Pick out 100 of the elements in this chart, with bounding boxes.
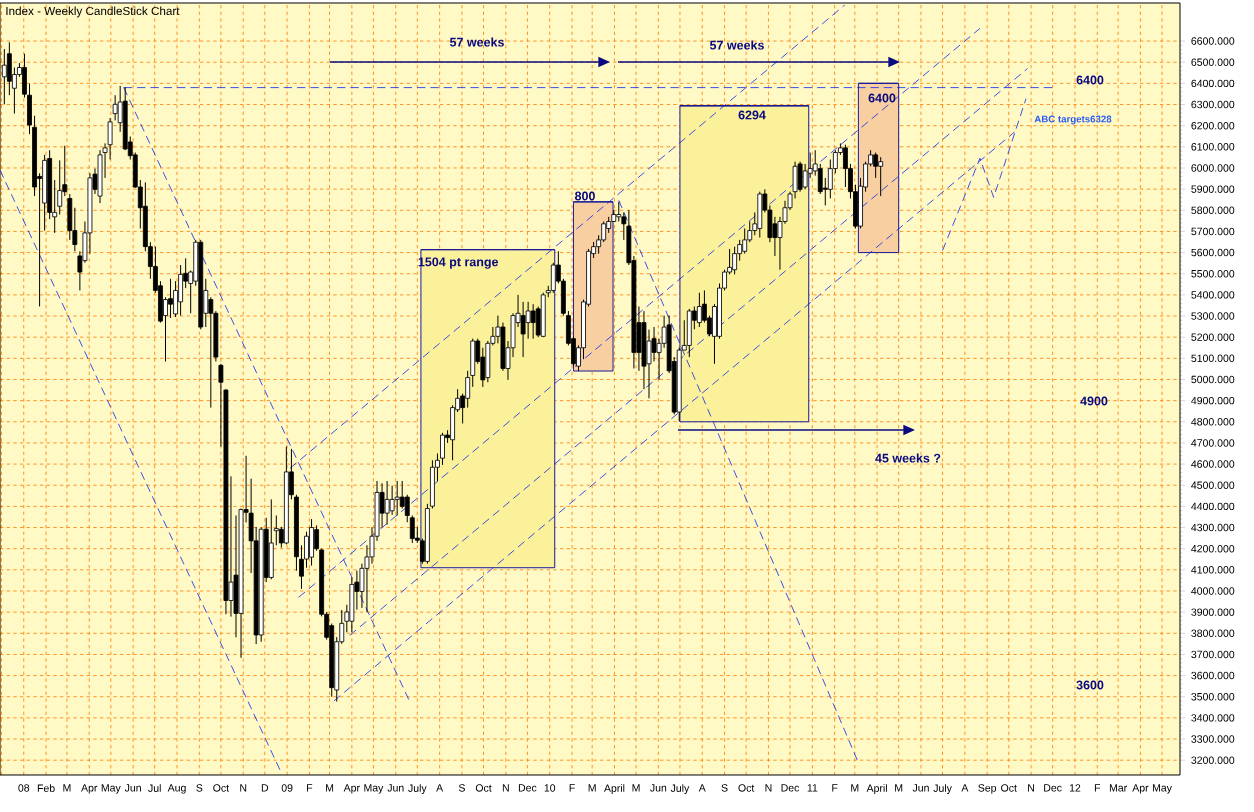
y-tick-label: 5400.000 xyxy=(1191,291,1235,299)
x-tick-label: A xyxy=(961,784,969,792)
x-tick-label: A xyxy=(436,784,444,792)
x-tick-label: N xyxy=(765,784,772,792)
x-tick-label: N xyxy=(1028,784,1035,792)
x-tick-label: S xyxy=(721,784,728,792)
y-tick-label: 5100.000 xyxy=(1191,354,1235,363)
y-tick-label: 4600.000 xyxy=(1191,460,1235,468)
y-tick-label: 3700.000 xyxy=(1191,650,1235,659)
y-tick-label: 4900.000 xyxy=(1191,396,1235,405)
y-tick-label: 6500.000 xyxy=(1191,58,1235,66)
x-tick-label: Oct xyxy=(213,784,229,792)
x-tick-label: D xyxy=(261,784,269,792)
x-tick-label: Mar xyxy=(1109,784,1127,792)
x-tick-label: Jun xyxy=(124,784,141,792)
x-tick-label: S xyxy=(196,784,203,792)
x-tick-label: Oct xyxy=(738,784,755,792)
y-tick-label: 4700.000 xyxy=(1191,439,1235,447)
y-tick-label: 6600.000 xyxy=(1191,37,1235,45)
annotation: 1504 pt range xyxy=(418,257,499,269)
y-tick-label: 6100.000 xyxy=(1191,143,1235,151)
x-tick-label: May xyxy=(364,784,384,794)
x-tick-label: Jul xyxy=(148,784,161,792)
annotation: 57 weeks xyxy=(709,40,764,50)
x-tick-label: April xyxy=(603,784,625,794)
y-tick-label: 3600.000 xyxy=(1191,671,1235,680)
y-tick-label: 5700.000 xyxy=(1191,227,1235,236)
x-tick-label: July xyxy=(933,784,952,794)
x-tick-label: 08 xyxy=(18,784,30,792)
x-tick-label: M xyxy=(632,784,640,792)
annotation: 45 weeks ? xyxy=(875,453,941,463)
y-tick-label: 3900.000 xyxy=(1191,608,1235,616)
x-tick-label: Dec xyxy=(518,784,537,792)
annotation: 800 xyxy=(574,191,595,201)
y-tick-label: 4000.000 xyxy=(1191,587,1235,595)
x-tick-label: 10 xyxy=(544,784,556,792)
x-tick-label: July xyxy=(670,784,690,794)
annotation: 6400 xyxy=(868,93,896,103)
x-tick-label: M xyxy=(895,784,903,792)
y-tick-label: 4400.000 xyxy=(1191,502,1235,511)
y-tick-label: 5900.000 xyxy=(1191,185,1235,193)
x-tick-label: 11 xyxy=(807,784,818,792)
x-tick-label: M xyxy=(588,784,596,792)
x-tick-label: N xyxy=(502,784,509,792)
x-tick-label: Dec xyxy=(781,784,800,792)
x-tick-label: April xyxy=(866,784,887,794)
y-tick-label: 5500.000 xyxy=(1191,270,1235,278)
y-tick-label: 3800.000 xyxy=(1191,629,1235,637)
annotation: 4900 xyxy=(1080,396,1108,406)
x-tick-label: Sep xyxy=(978,784,997,794)
x-tick-label: F xyxy=(569,784,575,792)
y-tick-label: 4200.000 xyxy=(1191,544,1235,553)
x-tick-label: N xyxy=(240,784,247,792)
x-tick-label: F xyxy=(1094,784,1101,792)
y-tick-label: 5000.000 xyxy=(1191,375,1235,384)
y-tick-label: 3200.000 xyxy=(1191,756,1235,764)
y-tick-label: 5600.000 xyxy=(1191,248,1235,257)
annotation: 6400 xyxy=(1076,75,1104,85)
x-tick-label: Feb xyxy=(37,784,55,792)
annotation: 3600 xyxy=(1076,680,1104,690)
x-tick-label: Apr xyxy=(343,784,360,794)
x-tick-label: Apr xyxy=(81,784,98,794)
y-tick-label: 3300.000 xyxy=(1191,735,1235,743)
y-tick-label: 3500.000 xyxy=(1191,693,1235,701)
x-tick-label: M xyxy=(851,784,859,792)
x-tick-label: S xyxy=(458,784,465,792)
y-tick-label: 3400.000 xyxy=(1191,714,1235,722)
x-tick-label: Aug xyxy=(167,784,186,794)
x-tick-label: Jun xyxy=(912,784,929,792)
x-tick-label: F xyxy=(307,784,313,792)
x-tick-label: 09 xyxy=(281,784,293,792)
y-tick-label: 6400.000 xyxy=(1191,79,1235,88)
x-tick-label: M xyxy=(63,784,71,792)
x-tick-label: Oct xyxy=(475,784,492,792)
y-tick-label: 6300.000 xyxy=(1191,100,1235,109)
x-tick-label: July xyxy=(408,784,427,794)
y-tick-label: 4100.000 xyxy=(1191,566,1235,574)
x-tick-label: F xyxy=(832,784,838,792)
x-tick-label: M xyxy=(326,784,334,792)
y-tick-label: 5200.000 xyxy=(1191,333,1235,341)
x-tick-label: A xyxy=(698,784,706,792)
y-tick-label: 6200.000 xyxy=(1191,121,1235,130)
x-tick-label: Apr xyxy=(1132,784,1149,794)
x-tick-label: Dec xyxy=(1044,784,1062,792)
y-tick-label: 4300.000 xyxy=(1191,523,1235,532)
x-tick-label: Jun xyxy=(387,784,404,792)
annotation: ABC targets6328 xyxy=(1034,115,1112,125)
chart-title: Index - Weekly CandleStick Chart xyxy=(6,6,180,18)
annotation: 6294 xyxy=(738,110,766,120)
y-tick-label: 6000.000 xyxy=(1191,164,1235,172)
annotation: 57 weeks xyxy=(449,37,504,47)
x-tick-label: May xyxy=(101,784,121,794)
y-tick-label: 5800.000 xyxy=(1191,206,1235,214)
x-tick-label: Oct xyxy=(1001,784,1017,792)
x-tick-label: Jun xyxy=(650,784,667,792)
x-tick-label: 12 xyxy=(1069,784,1081,792)
x-tick-label: May xyxy=(1152,784,1172,794)
y-tick-label: 5300.000 xyxy=(1191,312,1235,320)
y-tick-label: 4500.000 xyxy=(1191,481,1235,489)
y-tick-label: 4800.000 xyxy=(1191,418,1235,426)
